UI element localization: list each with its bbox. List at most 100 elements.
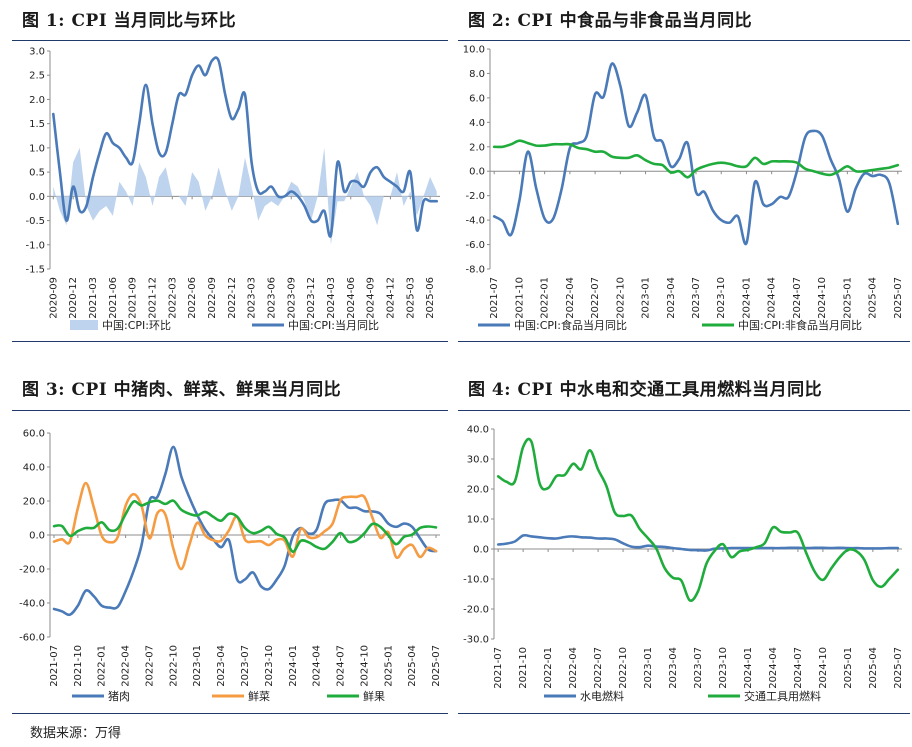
chart-1-title: 图 1: CPI 当月同比与环比 <box>22 11 237 31</box>
x-tick-label: 2024-12 <box>385 277 396 319</box>
chart-1-panel: -1.5 -1.0 -0.5 0.0 0.5 1.0 1.5 2.0 2.5 3.0 2020-09… <box>12 40 448 342</box>
x-tick-label: 2021-09 <box>128 277 139 319</box>
x-tick-label: 2025-04 <box>868 277 879 319</box>
chart-2-panel: -8.0 -6.0 -4.0 -2.0 0.0 2.0 4.0 6.0 8.0 10.0 2021-… <box>458 40 910 342</box>
x-tick-label: 2023-10 <box>264 645 275 687</box>
y-tick-label: 20.0 <box>23 497 45 508</box>
x-tick-label: 2023-01 <box>192 645 203 687</box>
legend-label: 水电燃料 <box>580 689 624 703</box>
y-tick-label: 8.0 <box>469 69 485 80</box>
x-tick-label: 2024-07 <box>793 647 804 689</box>
x-tick-label: 2022-01 <box>540 277 551 319</box>
y-tick-label: 0.0 <box>469 167 485 178</box>
chart-3-panel: -60.0 -40.0 -20.0 0.0 20.0 40.0 60.0 2021-07 202… <box>12 410 448 714</box>
x-tick-label: 2022-09 <box>207 277 218 319</box>
x-tick-label: 2023-04 <box>216 645 227 687</box>
x-tick-label: 2023-07 <box>240 645 251 687</box>
x-tick-label: 2020-09 <box>48 277 59 319</box>
x-tick-label: 2021-06 <box>108 277 119 319</box>
x-tick-label: 2024-03 <box>326 277 337 319</box>
x-tick-label: 2023-07 <box>693 647 704 689</box>
series-line-1 <box>52 445 438 617</box>
x-tick-label: 2022-10 <box>618 647 629 689</box>
x-tick-label: 2024-07 <box>336 645 347 687</box>
x-tick-label: 2021-12 <box>147 277 158 319</box>
x-tick-label: 2024-04 <box>768 647 779 689</box>
legend-swatch <box>70 320 98 330</box>
y-tick-label: 2.5 <box>29 71 45 82</box>
x-tick-label: 2022-04 <box>568 647 579 689</box>
y-tick-label: -1.0 <box>25 240 45 251</box>
x-tick-label: 2023-07 <box>691 277 702 319</box>
x-tick-label: 2023-01 <box>641 277 652 319</box>
chart-3-title: 图 3: CPI 中猪肉、鲜菜、鲜果当月同比 <box>22 380 342 400</box>
y-tick-label: 30.0 <box>467 455 489 466</box>
legend-label: 中国:CPI:非食品当月同比 <box>738 318 862 332</box>
legend-label: 中国:CPI:食品当月同比 <box>514 318 627 332</box>
x-tick-label: 2024-06 <box>346 277 357 319</box>
y-tick-label: -20.0 <box>463 605 489 616</box>
series-line-1 <box>496 533 900 552</box>
x-tick-label: 2022-10 <box>615 277 626 319</box>
legend-label: 猪肉 <box>108 690 130 703</box>
y-tick-label: 10.0 <box>463 45 485 56</box>
y-tick-label: -6.0 <box>465 240 485 251</box>
x-tick-label: 2024-01 <box>743 647 754 689</box>
x-tick-label: 2023-10 <box>718 647 729 689</box>
legend-label: 鲜果 <box>363 689 385 703</box>
x-tick-label: 2021-10 <box>73 645 84 687</box>
x-tick-label: 2025-07 <box>893 277 904 319</box>
y-tick-label: 60.0 <box>23 429 45 440</box>
y-tick-label: 0.5 <box>29 168 45 179</box>
x-tick-label: 2022-01 <box>97 645 108 687</box>
x-tick-label: 2025-07 <box>893 647 904 689</box>
x-tick-label: 2025-01 <box>843 647 854 689</box>
y-tick-label: 1.0 <box>29 143 45 154</box>
legend-label: 中国:CPI:环比 <box>102 319 171 332</box>
x-tick-label: 2023-04 <box>668 647 679 689</box>
legend-label: 交通工具用燃料 <box>744 689 821 703</box>
legend-label: 鲜菜 <box>248 689 270 703</box>
x-tick-label: 2025-06 <box>425 277 436 319</box>
y-tick-label: -30.0 <box>463 635 489 646</box>
y-tick-label: -4.0 <box>465 216 485 227</box>
x-tick-label: 2023-06 <box>266 277 277 319</box>
y-tick-label: 6.0 <box>469 93 485 104</box>
x-tick-label: 2022-01 <box>543 647 554 689</box>
y-tick-label: -0.5 <box>25 216 45 227</box>
y-tick-label: -60.0 <box>19 633 45 644</box>
series-line-1 <box>492 62 900 246</box>
y-tick-label: 3.0 <box>29 47 45 58</box>
y-tick-label: -10.0 <box>463 575 489 586</box>
y-tick-label: 20.0 <box>467 485 489 496</box>
x-tick-label: 2025-01 <box>383 645 394 687</box>
x-tick-label: 2023-01 <box>643 647 654 689</box>
x-tick-label: 2024-07 <box>792 277 803 319</box>
chart-4-title: 图 4: CPI 中水电和交通工具用燃料当月同比 <box>468 380 823 400</box>
x-tick-label: 2020-12 <box>68 277 79 319</box>
x-tick-label: 2025-04 <box>407 645 418 687</box>
x-tick-label: 2024-04 <box>767 277 778 319</box>
x-tick-label: 2023-09 <box>286 277 297 319</box>
chart-1-svg: -1.5 -1.0 -0.5 0.0 0.5 1.0 1.5 2.0 2.5 3.0 2020-09… <box>25 47 440 332</box>
x-tick-label: 2022-04 <box>121 645 132 687</box>
series-line-2 <box>492 139 900 179</box>
x-tick-label: 2022-04 <box>565 277 576 319</box>
y-tick-label: 0.0 <box>29 531 45 542</box>
x-tick-label: 2025-07 <box>431 645 442 687</box>
y-tick-label: 0.0 <box>29 192 45 203</box>
y-tick-label: 1.5 <box>29 119 45 130</box>
y-tick-label: 0.0 <box>473 545 489 556</box>
y-tick-label: 40.0 <box>467 425 489 436</box>
x-tick-label: 2021-07 <box>493 647 504 689</box>
y-tick-label: 10.0 <box>467 515 489 526</box>
chart-2-svg: -8.0 -6.0 -4.0 -2.0 0.0 2.0 4.0 6.0 8.0 10.0 2021-… <box>463 45 904 333</box>
x-tick-label: 2025-04 <box>868 647 879 689</box>
y-tick-label: -1.5 <box>25 265 45 276</box>
x-tick-label: 2022-12 <box>227 277 238 319</box>
chart-4-panel: -30.0 -20.0 -10.0 0.0 10.0 20.0 30.0 40.0 2021-0… <box>458 410 910 714</box>
x-tick-label: 2021-03 <box>88 277 99 319</box>
x-tick-label: 2024-04 <box>312 645 323 687</box>
source-note: 数据来源：万得 <box>30 726 122 741</box>
x-tick-label: 2024-10 <box>817 277 828 319</box>
